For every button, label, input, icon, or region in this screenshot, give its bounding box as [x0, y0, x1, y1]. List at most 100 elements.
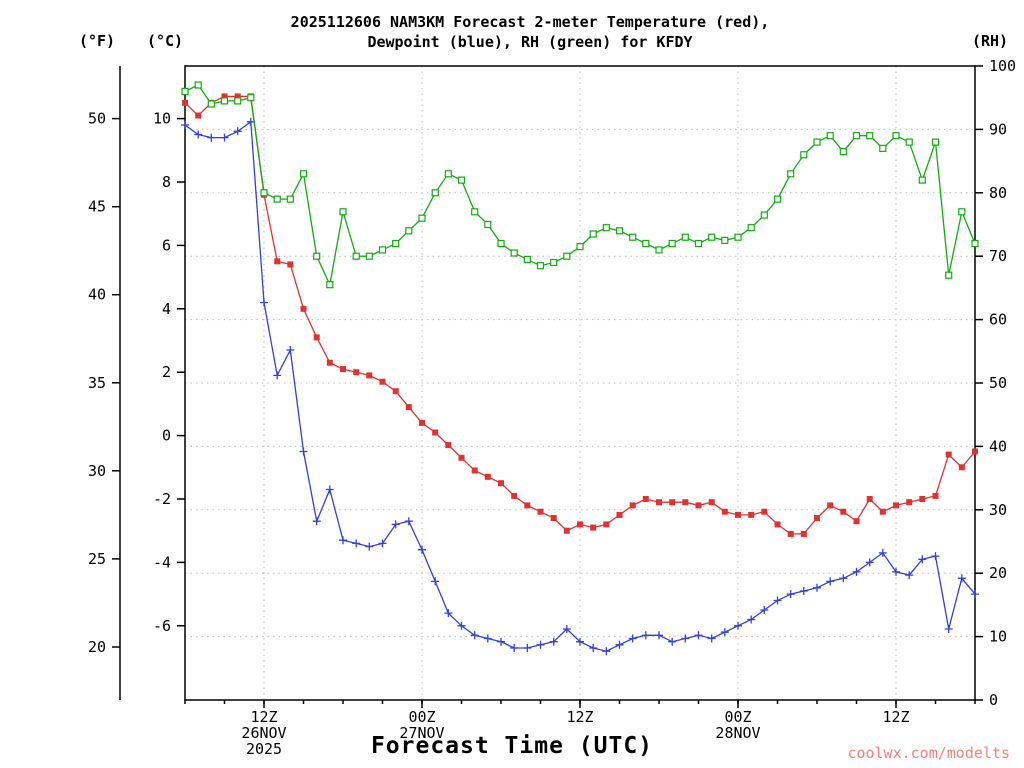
marker-open-square [418, 214, 426, 222]
x-axis-title: Forecast Time (UTC) [370, 733, 654, 759]
marker-open-square [260, 189, 268, 197]
marker-open-square [523, 255, 531, 263]
marker-open-square [971, 239, 979, 248]
marker-open-square [708, 233, 716, 241]
marker-open-square [326, 281, 334, 289]
marker-open-square [576, 243, 584, 251]
marker-filled-square [814, 515, 820, 521]
time-tick-label: 12Z [566, 708, 593, 726]
marker-filled-square [432, 429, 439, 436]
marker-filled-square [682, 499, 689, 506]
marker-filled-square [511, 492, 518, 499]
rh-tick-label: 100 [989, 57, 1016, 75]
marker-filled-square [524, 502, 531, 509]
marker-filled-square [537, 508, 544, 515]
marker-filled-square [274, 258, 281, 265]
marker-filled-square [893, 502, 899, 509]
time-tick-label: 12Z [882, 708, 909, 726]
marker-filled-square [195, 112, 202, 119]
marker-filled-square [932, 492, 939, 499]
marker-open-square [681, 233, 689, 241]
marker-filled-square [340, 366, 346, 373]
marker-open-square [602, 224, 610, 232]
marker-filled-square [787, 530, 794, 537]
date-label: 28NOV [715, 724, 760, 742]
marker-plus [497, 637, 505, 646]
series-dewpoint [181, 117, 979, 656]
marker-open-square [589, 230, 597, 238]
marker-open-square [866, 132, 874, 140]
marker-filled-square [577, 521, 583, 528]
marker-filled-square [616, 511, 623, 518]
celsius-tick-label: 10 [153, 110, 171, 128]
marker-filled-square [550, 515, 557, 521]
marker-plus [260, 298, 268, 307]
marker-plus [523, 644, 532, 652]
marker-filled-square [827, 502, 834, 509]
celsius-tick-label: -6 [153, 617, 171, 635]
marker-filled-square [642, 496, 649, 502]
marker-filled-square [300, 305, 307, 312]
marker-open-square [787, 170, 795, 178]
fahrenheit-tick-label: 40 [88, 286, 106, 304]
marker-open-square [563, 252, 571, 260]
marker-open-square [181, 87, 189, 96]
time-tick-label: 00Z [408, 708, 435, 726]
marker-open-square [826, 132, 834, 140]
marker-plus [707, 634, 716, 643]
celsius-tick-label: 0 [162, 427, 171, 445]
marker-filled-square [906, 499, 913, 506]
marker-filled-square [379, 378, 386, 385]
marker-open-square [918, 176, 926, 184]
marker-plus [892, 567, 900, 576]
marker-plus [576, 637, 584, 646]
marker-filled-square [353, 369, 360, 376]
celsius-tick-label: 4 [162, 300, 171, 318]
marker-plus [510, 644, 519, 652]
fahrenheit-tick-label: 20 [88, 638, 106, 656]
watermark-link[interactable]: coolwx.com/modelts [847, 744, 1010, 762]
rh-tick-label: 20 [989, 564, 1007, 582]
marker-plus [299, 447, 308, 456]
marker-filled-square [972, 448, 978, 455]
marker-plus [905, 571, 914, 580]
marker-plus [233, 127, 242, 136]
marker-open-square [721, 236, 729, 244]
marker-plus [536, 640, 545, 649]
marker-open-square [457, 176, 466, 184]
marker-open-square [892, 132, 900, 140]
marker-plus [655, 631, 663, 640]
marker-plus [273, 371, 282, 380]
rh-tick-label: 80 [989, 184, 1007, 202]
marker-plus [668, 637, 677, 646]
rh-axis-label: (RH) [971, 32, 1009, 50]
marker-filled-square [629, 502, 636, 509]
marker-filled-square [287, 261, 294, 268]
marker-plus [971, 590, 979, 599]
marker-plus [628, 634, 637, 643]
rh-tick-label: 90 [989, 120, 1007, 138]
marker-filled-square [392, 388, 399, 395]
marker-filled-square [445, 442, 452, 449]
marker-filled-square [498, 480, 504, 487]
marker-filled-square [879, 508, 886, 515]
marker-filled-square [669, 499, 676, 506]
rh-tick-label: 40 [989, 437, 1007, 455]
marker-plus [720, 628, 729, 637]
marker-plus [957, 574, 966, 583]
series-relative-humidity [181, 81, 979, 289]
marker-plus [391, 520, 400, 529]
celsius-tick-label: -4 [153, 553, 171, 571]
marker-plus [352, 539, 361, 548]
date-label: 27NOV [399, 724, 444, 742]
marker-open-square [760, 211, 768, 219]
rh-tick-label: 10 [989, 628, 1007, 646]
gridlines [185, 66, 975, 700]
marker-open-square [234, 97, 242, 105]
marker-open-square [339, 208, 347, 216]
marker-plus [826, 577, 835, 586]
